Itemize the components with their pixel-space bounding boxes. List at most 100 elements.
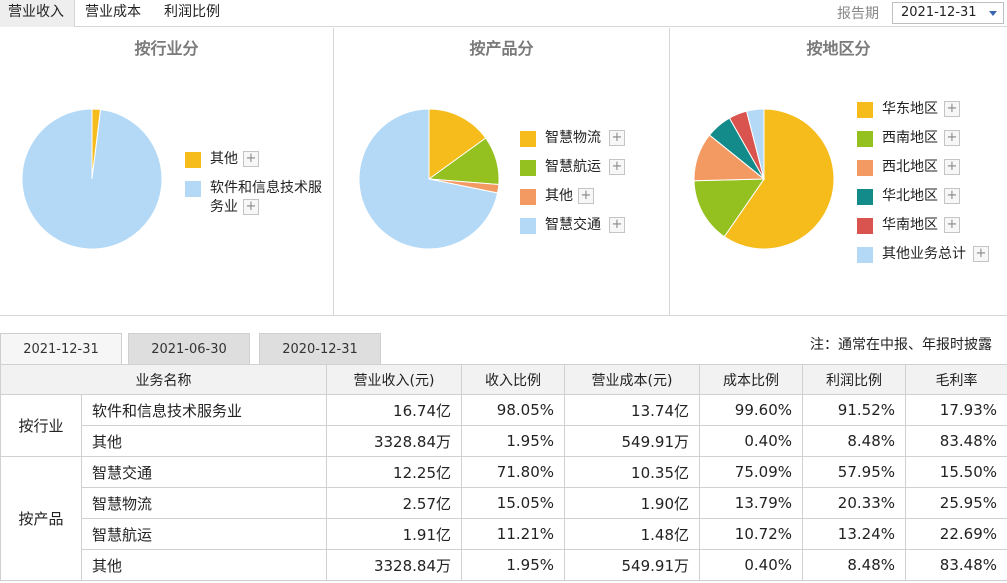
expand-plus-icon[interactable]: + (243, 199, 259, 215)
column-header: 收入比例 (461, 364, 565, 395)
panel-title-industry: 按行业分 (134, 39, 199, 58)
value-cell: 0.40% (699, 425, 803, 457)
expand-plus-icon[interactable]: + (243, 151, 259, 167)
value-cell: 12.25亿 (326, 456, 462, 488)
legend-label-continued: 务业 (210, 199, 238, 215)
value-cell: 1.95% (461, 549, 565, 581)
legend-label: 华北地区 (882, 188, 938, 204)
legend-swatch (520, 160, 536, 176)
value-cell: 22.69% (905, 518, 1007, 550)
business-name-cell: 其他 (81, 425, 327, 457)
expand-plus-icon[interactable]: + (609, 217, 625, 233)
column-header: 毛利率 (905, 364, 1007, 395)
value-cell: 549.91万 (564, 549, 700, 581)
value-cell: 8.48% (802, 425, 906, 457)
legend-label: 智慧交通 (545, 217, 601, 233)
date-tab-2020-12-31[interactable]: 2020-12-31 (259, 333, 381, 364)
legend-swatch (520, 218, 536, 234)
value-cell: 0.40% (699, 549, 803, 581)
legend-swatch (857, 247, 873, 263)
date-tab-2021-06-30[interactable]: 2021-06-30 (128, 333, 250, 364)
legend-swatch (185, 181, 201, 197)
expand-plus-icon[interactable]: + (944, 217, 960, 233)
value-cell: 3328.84万 (326, 549, 462, 581)
expand-plus-icon[interactable]: + (609, 159, 625, 175)
tab-cost[interactable]: 营业成本 (85, 4, 141, 20)
value-cell: 99.60% (699, 394, 803, 426)
table-header-row: 业务名称 营业收入(元) 收入比例 营业成本(元) 成本比例 利润比例 毛利率 (0, 364, 1007, 395)
value-cell: 71.80% (461, 456, 565, 488)
legend-label: 西北地区 (882, 159, 938, 175)
table-row: 智慧航运 1.91亿 11.21% 1.48亿 10.72% 13.24% 22.69% (1, 518, 1007, 550)
pie-slice[interactable] (693, 178, 765, 238)
panel-product: 按产品分 智慧物流 + 智慧航运 + 其他 + 智慧交通 + (334, 28, 670, 316)
chevron-down-icon (989, 11, 997, 16)
value-cell: 3328.84万 (326, 425, 462, 457)
column-header: 成本比例 (699, 364, 803, 395)
value-cell: 1.95% (461, 425, 565, 457)
value-cell: 1.90亿 (564, 487, 700, 519)
pie-slice[interactable] (428, 108, 487, 180)
group-label: 按行业 (0, 394, 82, 457)
column-header: 营业收入(元) (326, 364, 462, 395)
business-name-cell: 智慧物流 (81, 487, 327, 519)
legend-swatch (857, 189, 873, 205)
value-cell: 1.91亿 (326, 518, 462, 550)
value-cell: 13.74亿 (564, 394, 700, 426)
value-cell: 16.74亿 (326, 394, 462, 426)
value-cell: 10.35亿 (564, 456, 700, 488)
value-cell: 10.72% (699, 518, 803, 550)
report-period-select[interactable]: 2021-12-31 (892, 2, 1004, 24)
pie-slice[interactable] (745, 108, 765, 180)
column-header: 业务名称 (0, 364, 327, 395)
legend-label: 西南地区 (882, 130, 938, 146)
legend-label: 其他业务总计 (882, 246, 966, 262)
disclosure-note: 注：通常在中报、年报时披露 (810, 337, 992, 353)
expand-plus-icon[interactable]: + (609, 130, 625, 146)
region-pie-chart (693, 108, 835, 250)
pie-slice[interactable] (21, 108, 163, 250)
expand-plus-icon[interactable]: + (944, 159, 960, 175)
value-cell: 83.48% (905, 549, 1007, 581)
value-cell: 13.24% (802, 518, 906, 550)
expand-plus-icon[interactable]: + (944, 188, 960, 204)
value-cell: 25.95% (905, 487, 1007, 519)
value-cell: 15.05% (461, 487, 565, 519)
industry-pie-chart (21, 108, 163, 250)
value-cell: 11.21% (461, 518, 565, 550)
business-table: 业务名称 营业收入(元) 收入比例 营业成本(元) 成本比例 利润比例 毛利率 … (0, 364, 1007, 581)
panel-industry: 按行业分 其他 + 软件和信息技术服 务业 + (0, 28, 334, 316)
report-period-label: 报告期 (837, 6, 879, 22)
panel-title-product: 按产品分 (469, 39, 534, 58)
expand-plus-icon[interactable]: + (973, 246, 989, 262)
business-name-cell: 智慧交通 (81, 456, 327, 488)
legend-swatch (185, 152, 201, 168)
business-name-cell: 其他 (81, 549, 327, 581)
value-cell: 75.09% (699, 456, 803, 488)
business-name-cell: 智慧航运 (81, 518, 327, 550)
value-cell: 20.33% (802, 487, 906, 519)
value-cell: 549.91万 (564, 425, 700, 457)
legend-swatch (857, 131, 873, 147)
business-name-cell: 软件和信息技术服务业 (81, 394, 327, 426)
value-cell: 91.52% (802, 394, 906, 426)
legend-swatch (857, 160, 873, 176)
expand-plus-icon[interactable]: + (578, 188, 594, 204)
expand-plus-icon[interactable]: + (944, 101, 960, 117)
tab-revenue[interactable]: 营业收入 (0, 0, 75, 27)
legend-label: 华南地区 (882, 217, 938, 233)
legend-swatch (520, 189, 536, 205)
tab-profit-ratio[interactable]: 利润比例 (164, 4, 220, 20)
expand-plus-icon[interactable]: + (944, 130, 960, 146)
pie-slice[interactable] (358, 108, 499, 250)
date-tab-2021-12-31[interactable]: 2021-12-31 (0, 333, 122, 364)
value-cell: 17.93% (905, 394, 1007, 426)
column-header: 利润比例 (802, 364, 906, 395)
panel-title-region: 按地区分 (806, 39, 871, 58)
table-row: 其他 3328.84万 1.95% 549.91万 0.40% 8.48% 83.48% (1, 549, 1007, 581)
legend-label: 其他 (545, 188, 573, 204)
pie-slice[interactable] (723, 108, 835, 250)
panel-region: 按地区分 华东地区 + 西南地区 + 西北地区 + 华北地区 + 华南地区 + (670, 28, 1007, 316)
report-period-value: 2021-12-31 (901, 5, 977, 20)
legend-label: 智慧航运 (545, 159, 601, 175)
